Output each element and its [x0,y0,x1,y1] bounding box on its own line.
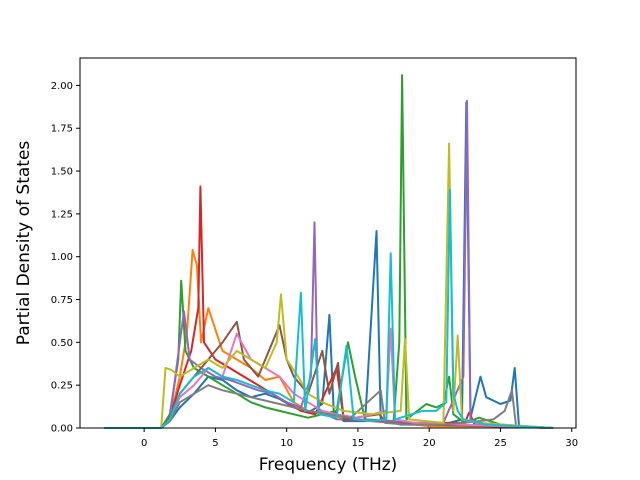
y-axis-label: Partial Density of States [14,141,34,346]
y-tick-label: 0.00 [51,424,73,435]
y-tick-label: 0.75 [51,295,73,306]
pdos-series-10-line [104,188,554,429]
x-tick-label: 0 [141,438,147,449]
x-axis: 0 5 10 15 20 25 30 [141,428,578,449]
plot-lines [104,74,554,429]
x-tick-label: 25 [494,438,507,449]
y-tick-label: 1.00 [51,252,73,263]
y-tick-label: 1.25 [51,209,73,220]
x-axis-label: Frequency (THz) [259,455,398,475]
x-tick-label: 10 [280,438,293,449]
plot-frame [79,57,577,429]
x-tick-label: 20 [423,438,436,449]
y-tick-label: 2.00 [51,81,73,92]
y-tick-label: 1.75 [51,124,73,135]
pdos-series-8-line [104,384,554,429]
pdos-series-5-line [104,99,554,429]
y-tick-label: 1.50 [51,167,73,178]
x-tick-label: 15 [352,438,365,449]
y-axis: 0.00 0.25 0.50 0.75 1.00 1.25 1.50 1.75 2.00 [51,81,80,435]
pdos-series-7-line [104,327,554,429]
y-tick-label: 0.25 [51,381,73,392]
x-tick-label: 5 [212,438,218,449]
pdos-series-1-line [104,101,554,429]
x-tick-label: 30 [565,438,578,449]
y-tick-label: 0.50 [51,338,73,349]
